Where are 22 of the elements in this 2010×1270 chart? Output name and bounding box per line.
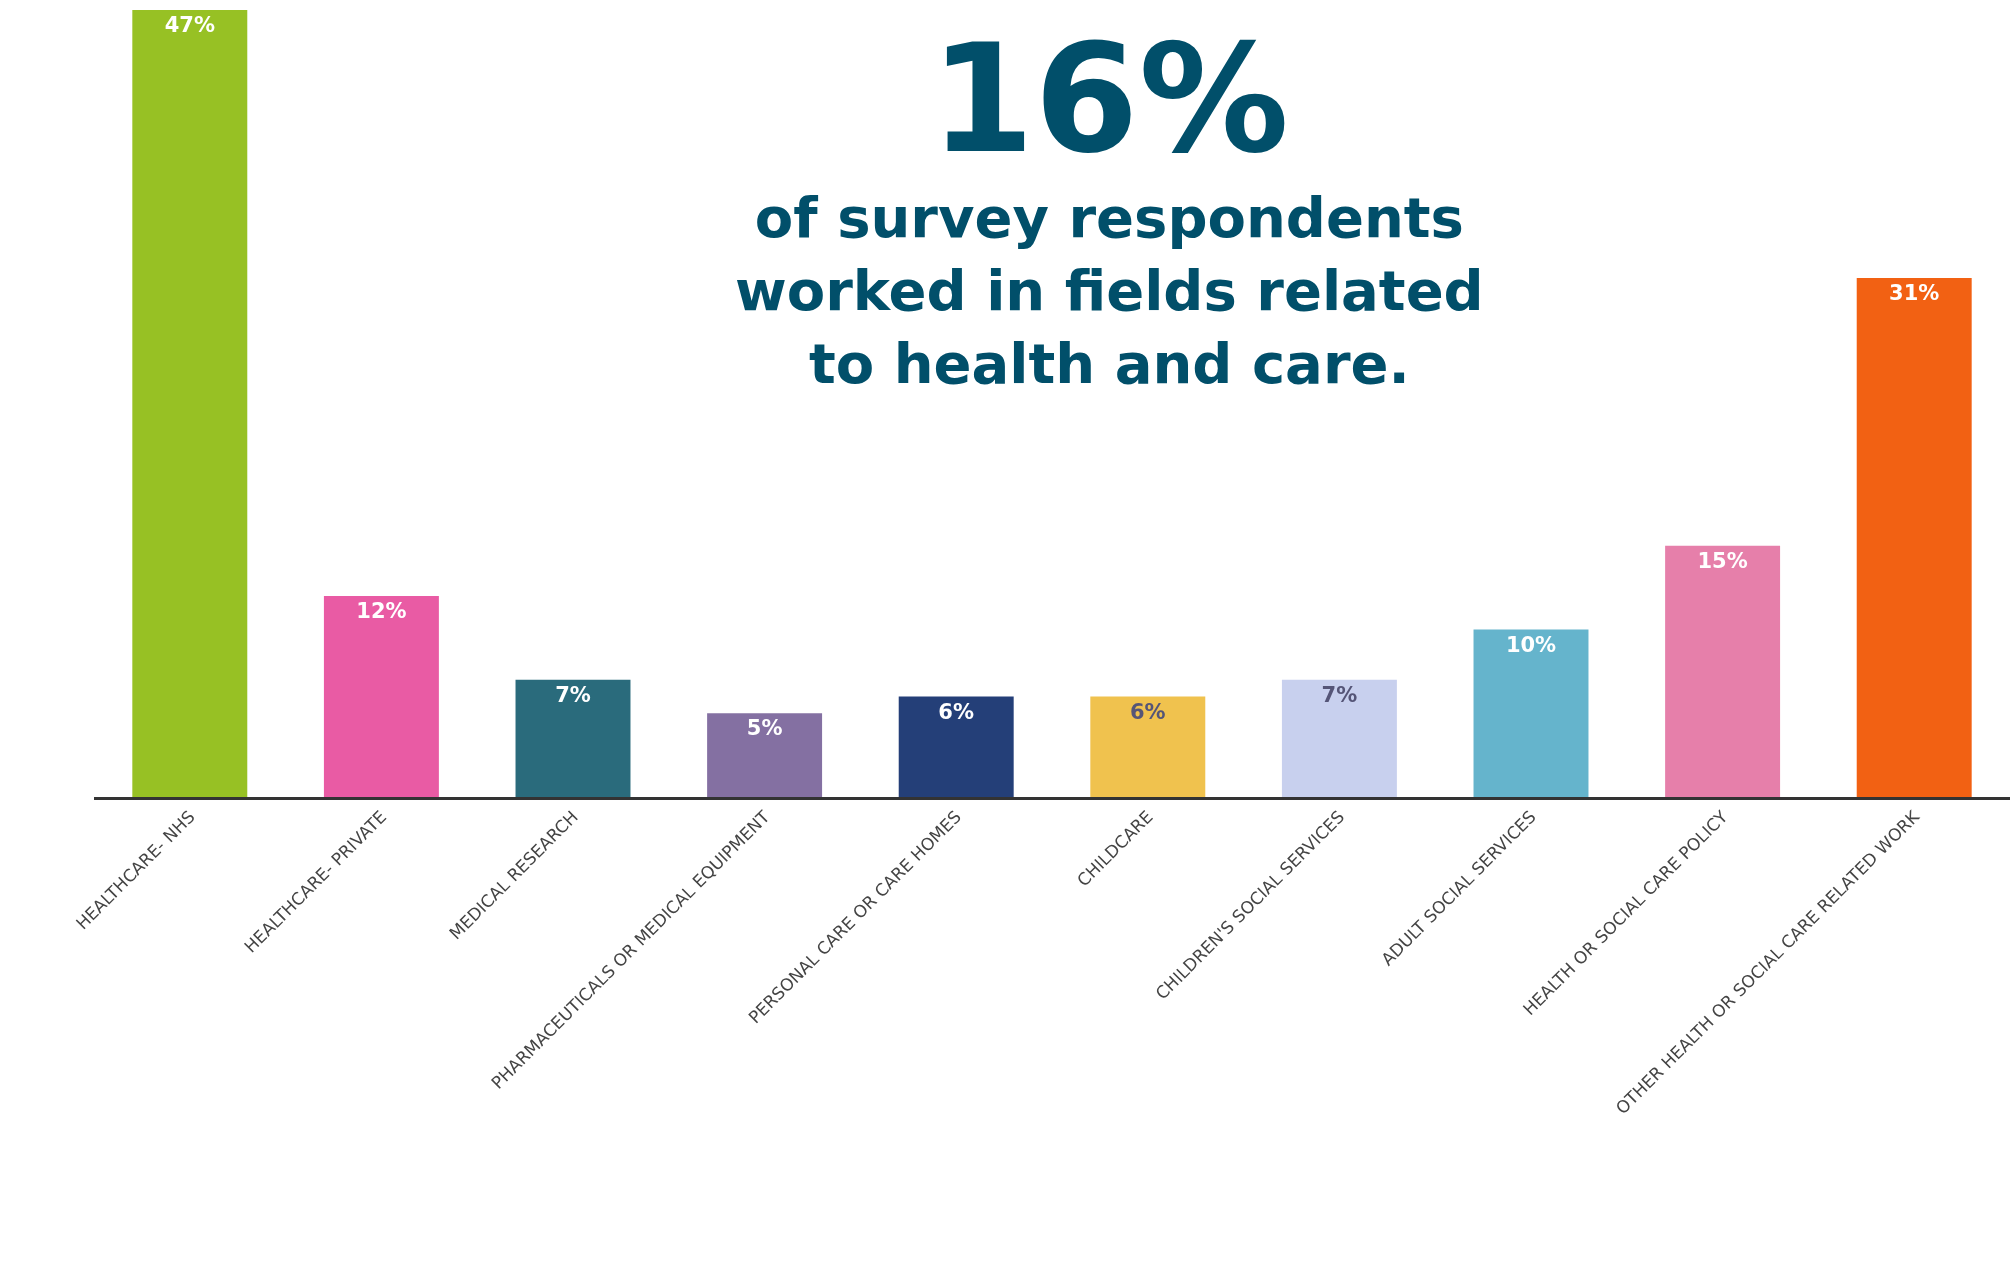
data-label: 15%: [1697, 548, 1748, 573]
data-label: 47%: [164, 13, 215, 37]
bar: [898, 696, 1014, 797]
data-label: 7%: [1321, 682, 1358, 707]
bar: [707, 713, 823, 797]
bar: [1281, 679, 1397, 797]
data-label: 12%: [356, 599, 407, 624]
text: of survey respondents worked in fields related to health and care.: [735, 185, 1484, 396]
bar: [1665, 545, 1781, 797]
data-label: 5%: [746, 716, 783, 741]
bar: [323, 596, 439, 797]
bar: [1473, 629, 1589, 797]
bar: [1090, 696, 1206, 797]
data-label: 10%: [1505, 632, 1557, 657]
data-label: 6%: [1129, 699, 1166, 724]
data-label: 7%: [555, 682, 591, 707]
data-label: 31%: [1889, 280, 1940, 305]
bar: [515, 679, 631, 797]
data-label: 6%: [938, 699, 975, 724]
bar: [132, 10, 248, 797]
chart-title: 16%: [930, 12, 1290, 186]
bar: [1856, 277, 1972, 797]
